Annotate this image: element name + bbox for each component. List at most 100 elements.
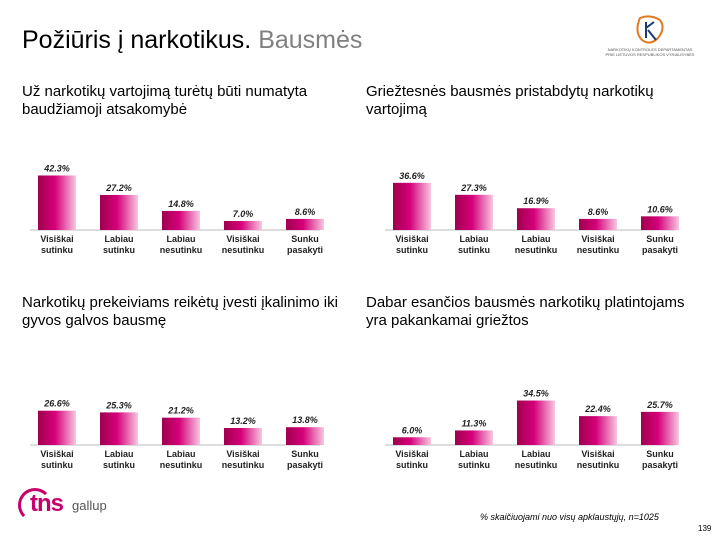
category-tick-label: sutinku xyxy=(41,460,73,470)
page-title-sub: Bausmės xyxy=(258,26,363,54)
bar xyxy=(224,220,262,230)
bar xyxy=(224,427,262,445)
category-tick-label: sutinku xyxy=(396,460,428,470)
bar xyxy=(162,417,200,445)
category-tick-label: Sunku xyxy=(291,234,319,244)
category-tick-label: Labiau xyxy=(166,234,195,244)
chart-1-svg: 42.3%Visiškaisutinku27.2%Labiausutinku14… xyxy=(30,163,324,255)
category-tick-label: Visiškai xyxy=(395,234,428,244)
category-tick-label: sutinku xyxy=(458,460,490,470)
category-tick-label: Visiškai xyxy=(226,234,259,244)
bar xyxy=(286,427,324,445)
category-tick-label: Labiau xyxy=(459,449,488,459)
category-tick-label: Visiškai xyxy=(226,449,259,459)
category-tick-label: nesutinku xyxy=(515,245,558,255)
category-tick-label: Labiau xyxy=(166,449,195,459)
category-tick-label: Sunku xyxy=(646,234,674,244)
bar-value-label: 42.3% xyxy=(43,163,70,173)
category-tick-label: Labiau xyxy=(521,449,550,459)
page-title: Požiūris į narkotikus. Bausmės xyxy=(22,26,362,55)
tns-gallup-logo: tns gallup xyxy=(18,488,108,522)
bar-value-label: 16.9% xyxy=(523,196,549,206)
chart-3-svg: 26.6%Visiškaisutinku25.3%Labiausutinku21… xyxy=(30,399,324,470)
department-logo: NARKOTIKŲ KONTROLĖS DEPARTAMENTAS PRIE L… xyxy=(600,14,700,64)
panel-title-1: Už narkotikų vartojimą turėtų būti numat… xyxy=(22,83,308,118)
bar-value-label: 22.4% xyxy=(584,404,611,414)
category-tick-label: Visiškai xyxy=(40,449,73,459)
bar xyxy=(162,210,200,230)
bar-value-label: 7.0% xyxy=(233,209,254,219)
bar-value-label: 14.8% xyxy=(168,199,194,209)
category-tick-label: nesutinku xyxy=(160,245,203,255)
category-tick-label: nesutinku xyxy=(515,460,558,470)
bar xyxy=(455,430,493,445)
category-tick-label: Visiškai xyxy=(581,449,614,459)
bar xyxy=(517,208,555,230)
bar-value-label: 27.2% xyxy=(105,183,132,193)
bar xyxy=(38,410,76,445)
logo-line-2: PRIE LIETUVOS RESPUBLIKOS VYRIAUSYBĖS xyxy=(605,52,695,57)
category-tick-label: nesutinku xyxy=(222,460,265,470)
bar-value-label: 8.6% xyxy=(588,207,609,217)
bar xyxy=(641,216,679,230)
page-number: 139 xyxy=(698,524,712,533)
category-tick-label: nesutinku xyxy=(160,460,203,470)
category-tick-label: Labiau xyxy=(104,234,133,244)
category-tick-label: nesutinku xyxy=(577,245,620,255)
bar-value-label: 27.3% xyxy=(460,183,487,193)
category-tick-label: Labiau xyxy=(521,234,550,244)
bar-value-label: 26.6% xyxy=(43,399,70,409)
bar-value-label: 21.2% xyxy=(167,406,194,416)
category-tick-label: sutinku xyxy=(41,245,73,255)
bar xyxy=(393,182,431,230)
category-tick-label: Labiau xyxy=(459,234,488,244)
category-tick-label: Labiau xyxy=(104,449,133,459)
bar-value-label: 8.6% xyxy=(295,207,316,217)
bar xyxy=(579,416,617,445)
category-tick-label: pasakyti xyxy=(642,460,678,470)
chart-3: 26.6% Visiškai sutinku 25.3% Labiau sutinku 21… xyxy=(30,365,330,480)
gallup-logo-text: gallup xyxy=(72,498,107,513)
logo-line-1: NARKOTIKŲ KONTROLĖS DEPARTAMENTAS xyxy=(607,47,693,52)
bar xyxy=(38,175,76,230)
chart-2: 36.6% Visiškai sutinku 27.3% Labiau sutinku 16… xyxy=(385,150,685,265)
bar-value-label: 13.2% xyxy=(230,416,256,426)
tns-ring-icon xyxy=(18,488,52,522)
bar-value-label: 11.3% xyxy=(462,418,487,428)
page-title-main: Požiūris į narkotikus. xyxy=(22,26,252,54)
footnote: % skaičiuojami nuo visų apklaustųjų, n=1… xyxy=(480,512,659,522)
bar-value-label: 6.0% xyxy=(402,425,423,435)
panel-title-2: Griežtesnės bausmės pristabdytų narkotik… xyxy=(366,83,654,118)
bar-value-label: 25.7% xyxy=(646,400,673,410)
category-tick-label: Visiškai xyxy=(395,449,428,459)
chart-4-svg: 6.0%Visiškaisutinku11.3%Labiausutinku34.… xyxy=(385,389,679,470)
panel-title-4: Dabar esančios bausmės narkotikų platint… xyxy=(366,294,685,329)
category-tick-label: sutinku xyxy=(103,460,135,470)
category-tick-label: nesutinku xyxy=(577,460,620,470)
bar-value-label: 25.3% xyxy=(105,400,132,410)
bar xyxy=(641,411,679,445)
bar xyxy=(100,194,138,230)
bar-value-label: 13.8% xyxy=(292,415,318,425)
department-logo-text: NARKOTIKŲ KONTROLĖS DEPARTAMENTAS PRIE L… xyxy=(600,47,700,57)
category-tick-label: sutinku xyxy=(396,245,428,255)
bar xyxy=(100,412,138,445)
panel-title-3: Narkotikų prekeiviams reikėtų įvesti įka… xyxy=(22,294,338,329)
category-tick-label: nesutinku xyxy=(222,245,265,255)
bar xyxy=(286,218,324,230)
category-tick-label: sutinku xyxy=(458,245,490,255)
bar-value-label: 34.5% xyxy=(523,389,549,399)
bar-value-label: 36.6% xyxy=(399,171,425,181)
category-tick-label: pasakyti xyxy=(642,245,678,255)
nkd-emblem-icon xyxy=(636,15,664,44)
bar-value-label: 10.6% xyxy=(647,204,673,214)
chart-4: 6.0% Visiškai sutinku 11.3% Labiau sutinku 34.… xyxy=(385,365,685,480)
bar xyxy=(517,400,555,445)
chart-2-svg: 36.6%Visiškaisutinku27.3%Labiausutinku16… xyxy=(385,171,679,255)
category-tick-label: Sunku xyxy=(291,449,319,459)
category-tick-label: Visiškai xyxy=(40,234,73,244)
chart-1: 42.3% Visiškai sutinku 27.2% Labiau sutinku 14… xyxy=(30,150,330,265)
category-tick-label: Sunku xyxy=(646,449,674,459)
category-tick-label: pasakyti xyxy=(287,460,323,470)
category-tick-label: sutinku xyxy=(103,245,135,255)
